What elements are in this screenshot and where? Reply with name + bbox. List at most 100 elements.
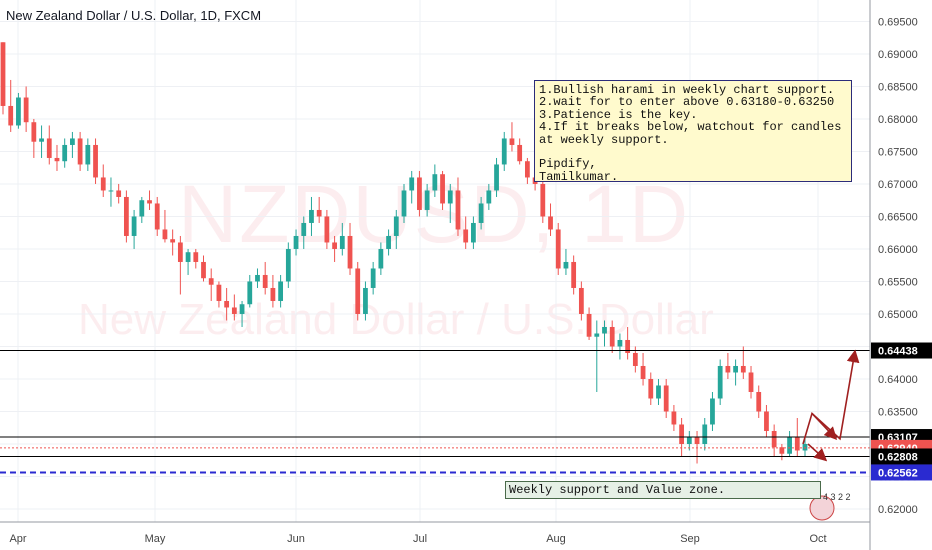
- candle: [108, 177, 114, 207]
- candle-body: [686, 437, 692, 444]
- candle-body: [285, 248, 291, 282]
- candle-body: [447, 190, 453, 204]
- candle-body: [794, 437, 800, 451]
- candle: [162, 209, 168, 243]
- candle: [602, 320, 607, 347]
- candle: [278, 274, 284, 308]
- candle-body: [725, 365, 731, 373]
- chart-title: New Zealand Dollar / U.S. Dollar, 1D, FX…: [6, 8, 262, 23]
- candle-body: [108, 190, 114, 192]
- candle: [378, 242, 384, 275]
- watermark-name: New Zealand Dollar / U.S. Dollar: [78, 295, 714, 344]
- x-tick-label: Sep: [680, 533, 700, 545]
- candle: [216, 281, 222, 308]
- candle: [100, 164, 106, 197]
- candle-body: [694, 437, 700, 444]
- candle-body: [787, 437, 792, 454]
- candle-body: [717, 365, 723, 399]
- candle: [617, 333, 623, 360]
- candle: [501, 131, 507, 171]
- candle-body: [555, 229, 561, 269]
- candle-body: [640, 365, 646, 379]
- candle: [139, 196, 145, 223]
- candle-body: [208, 278, 214, 285]
- candle: [77, 131, 83, 171]
- candle-body: [8, 105, 14, 126]
- candle-body: [578, 287, 584, 314]
- candle-body: [31, 122, 37, 142]
- x-tick-label: May: [145, 533, 166, 545]
- candle-body: [139, 200, 145, 217]
- candle-body: [170, 239, 176, 243]
- candle: [201, 255, 206, 282]
- note-line: at weekly support.: [539, 132, 669, 147]
- candle-body: [62, 144, 68, 162]
- candle: [548, 203, 553, 236]
- candle: [578, 281, 584, 321]
- candle: [54, 144, 60, 171]
- candle-body: [363, 287, 368, 314]
- candle: [540, 177, 546, 223]
- candle-body: [771, 430, 777, 448]
- candle: [16, 92, 21, 129]
- candle-body: [85, 144, 91, 165]
- candle-body: [779, 447, 785, 454]
- candle: [740, 346, 746, 379]
- candle: [524, 157, 530, 184]
- candle: [640, 352, 646, 386]
- candle: [339, 222, 345, 256]
- candle: [93, 138, 98, 184]
- candle: [440, 170, 445, 210]
- candle: [748, 365, 754, 399]
- note-line: 2.wait for to enter above 0.63180-0.6325…: [539, 95, 835, 110]
- candle-body: [756, 391, 762, 412]
- candle: [270, 274, 276, 308]
- candle-body: [378, 248, 384, 269]
- analysis-note[interactable]: 1.Bullish harami in weekly chart support…: [534, 80, 852, 183]
- candle: [686, 430, 692, 451]
- support-zone-label[interactable]: Weekly support and Value zone.: [505, 481, 821, 499]
- candle-body: [332, 242, 337, 249]
- candle-body: [386, 235, 391, 249]
- candle-body: [293, 235, 299, 249]
- candle-body: [409, 177, 415, 191]
- candle-body: [93, 144, 98, 178]
- candle-body: [339, 235, 345, 249]
- candle-body: [316, 209, 322, 217]
- candle: [170, 229, 176, 256]
- price-label: 0.62562: [878, 467, 918, 479]
- candle: [31, 118, 37, 158]
- candle: [417, 170, 422, 217]
- candle-body: [54, 157, 60, 162]
- candle: [347, 222, 353, 275]
- candle-body: [301, 222, 307, 236]
- candle-body: [625, 339, 631, 353]
- candle-body: [494, 164, 499, 191]
- flag-icon: [809, 495, 835, 521]
- y-tick-label: 0.64000: [878, 374, 918, 386]
- bullish-projection-arrow: [802, 349, 860, 445]
- candle: [239, 300, 245, 327]
- small-label: 4 3 2 2: [823, 492, 851, 502]
- candle-body: [455, 190, 461, 230]
- candle: [185, 248, 191, 275]
- candle-body: [401, 190, 407, 217]
- candle: [432, 164, 438, 197]
- candle-body: [255, 274, 260, 282]
- x-tick-label: Apr: [9, 533, 26, 545]
- candle: [594, 320, 600, 392]
- candle: [0, 42, 6, 115]
- bearish-projection-arrow: [807, 443, 828, 462]
- candle: [517, 138, 523, 165]
- candle: [733, 359, 738, 386]
- candle-body: [201, 261, 206, 279]
- candle: [656, 378, 661, 405]
- candle: [555, 222, 561, 275]
- candle: [478, 196, 484, 230]
- candle-body: [509, 138, 515, 145]
- price-label-box: [871, 448, 932, 465]
- candle-body: [517, 144, 523, 162]
- y-tick-label: 0.67500: [878, 146, 918, 158]
- candle: [663, 378, 669, 418]
